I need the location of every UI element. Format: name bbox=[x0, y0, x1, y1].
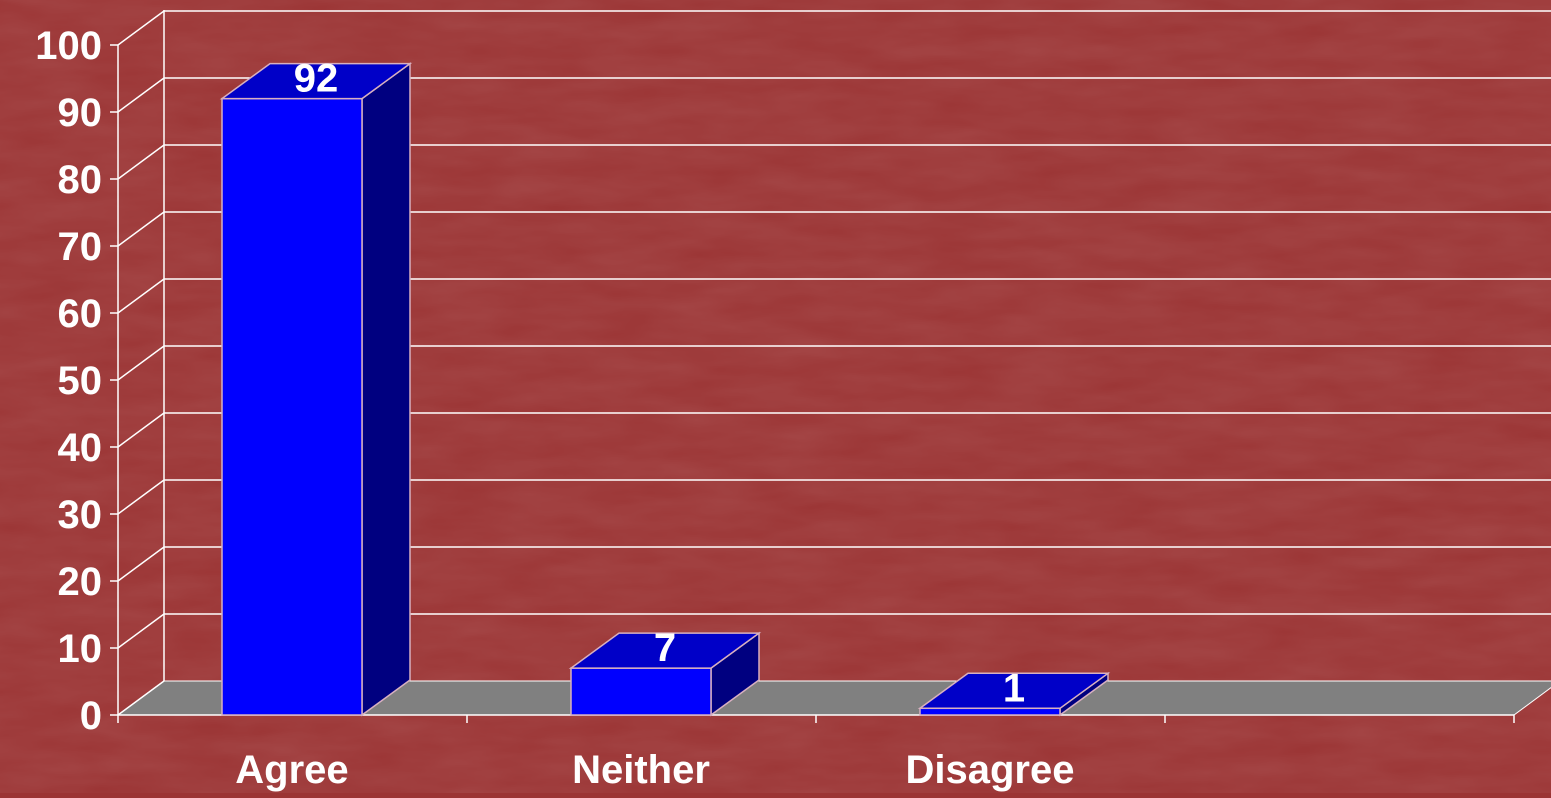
x-tick-labels: Agree Neither Disagree bbox=[235, 748, 1074, 792]
grid-diagonal bbox=[117, 479, 165, 515]
y-tick-label: 80 bbox=[58, 158, 103, 202]
grid-diagonal bbox=[117, 211, 165, 247]
bar-top-face bbox=[568, 632, 762, 669]
grid-diagonal bbox=[117, 278, 165, 314]
y-tick-label: 20 bbox=[58, 560, 103, 604]
y-tick-label: 10 bbox=[58, 627, 103, 671]
data-labels: 92 7 1 bbox=[294, 57, 1025, 711]
bar-front-face bbox=[221, 97, 363, 716]
y-tick-label: 90 bbox=[58, 91, 103, 135]
data-label: 7 bbox=[654, 626, 676, 670]
bar-disagree bbox=[917, 671, 1111, 717]
grid-diagonal bbox=[117, 412, 165, 448]
grid-diagonal bbox=[117, 613, 165, 649]
bar-agree bbox=[219, 62, 413, 717]
x-tick-label: Neither bbox=[572, 748, 710, 792]
grid-diagonal bbox=[117, 680, 165, 716]
bar-side-face bbox=[361, 62, 411, 717]
y-tick-label: 50 bbox=[58, 359, 103, 403]
grid-diagonal bbox=[117, 10, 165, 46]
y-tick-label: 60 bbox=[58, 292, 103, 336]
bar-front-face bbox=[570, 667, 712, 716]
x-tick-label: Agree bbox=[235, 748, 348, 792]
grid-diagonal bbox=[117, 546, 165, 582]
bar-top-face bbox=[917, 672, 1111, 710]
data-label: 92 bbox=[294, 57, 339, 101]
bars bbox=[219, 62, 1111, 717]
y-tick-label: 0 bbox=[80, 694, 102, 738]
bar-top-face bbox=[219, 62, 413, 100]
grid-diagonal bbox=[117, 345, 165, 381]
data-label: 1 bbox=[1003, 666, 1025, 710]
y-tick-label: 30 bbox=[58, 493, 103, 537]
grid-diagonal bbox=[117, 144, 165, 180]
grid-diagonal bbox=[117, 77, 165, 113]
y-tick-label: 100 bbox=[35, 24, 102, 68]
y-tick-label: 40 bbox=[58, 426, 103, 470]
y-tick-label: 70 bbox=[58, 225, 103, 269]
y-tick-labels: 0 10 20 30 40 50 60 70 80 90 100 bbox=[35, 24, 102, 738]
x-tick-label: Disagree bbox=[906, 748, 1075, 792]
bar-front-face bbox=[919, 707, 1061, 716]
bar-neither bbox=[568, 631, 762, 717]
